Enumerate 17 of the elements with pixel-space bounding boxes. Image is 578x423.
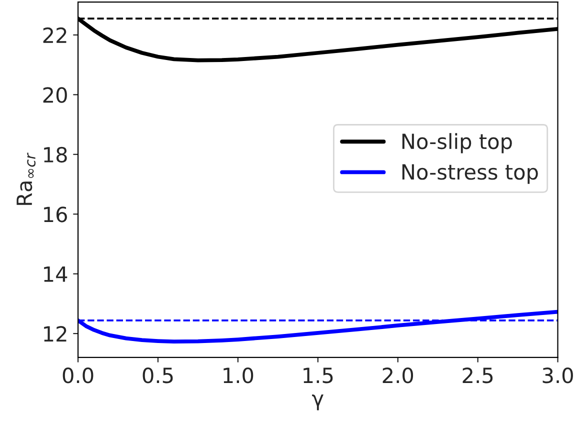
- y-tick-label: 20: [43, 87, 67, 103]
- y-tick-label: 12: [44, 326, 66, 342]
- x-tick-label: 3.0: [542, 368, 573, 384]
- x-tick-label: 1.5: [304, 368, 333, 384]
- x-tick-label: 0.5: [142, 368, 173, 384]
- y-tick-label: 14: [44, 266, 68, 282]
- x-tick-label: 1.0: [224, 368, 254, 384]
- legend-label: No-stress top: [402, 164, 538, 184]
- x-tick-label: 0.0: [62, 368, 94, 384]
- x-axis-title: γ: [312, 394, 324, 410]
- y-tick-label: 22: [43, 27, 66, 43]
- y-tick-label: 16: [44, 206, 67, 222]
- y-tick-label: 18: [44, 146, 67, 163]
- x-tick-label: 2.5: [462, 368, 493, 384]
- y-axis-title: Ra$_{∞cr}$: [16, 152, 36, 205]
- legend-label: No-slip top: [402, 133, 512, 154]
- x-tick-label: 2.0: [382, 368, 414, 384]
